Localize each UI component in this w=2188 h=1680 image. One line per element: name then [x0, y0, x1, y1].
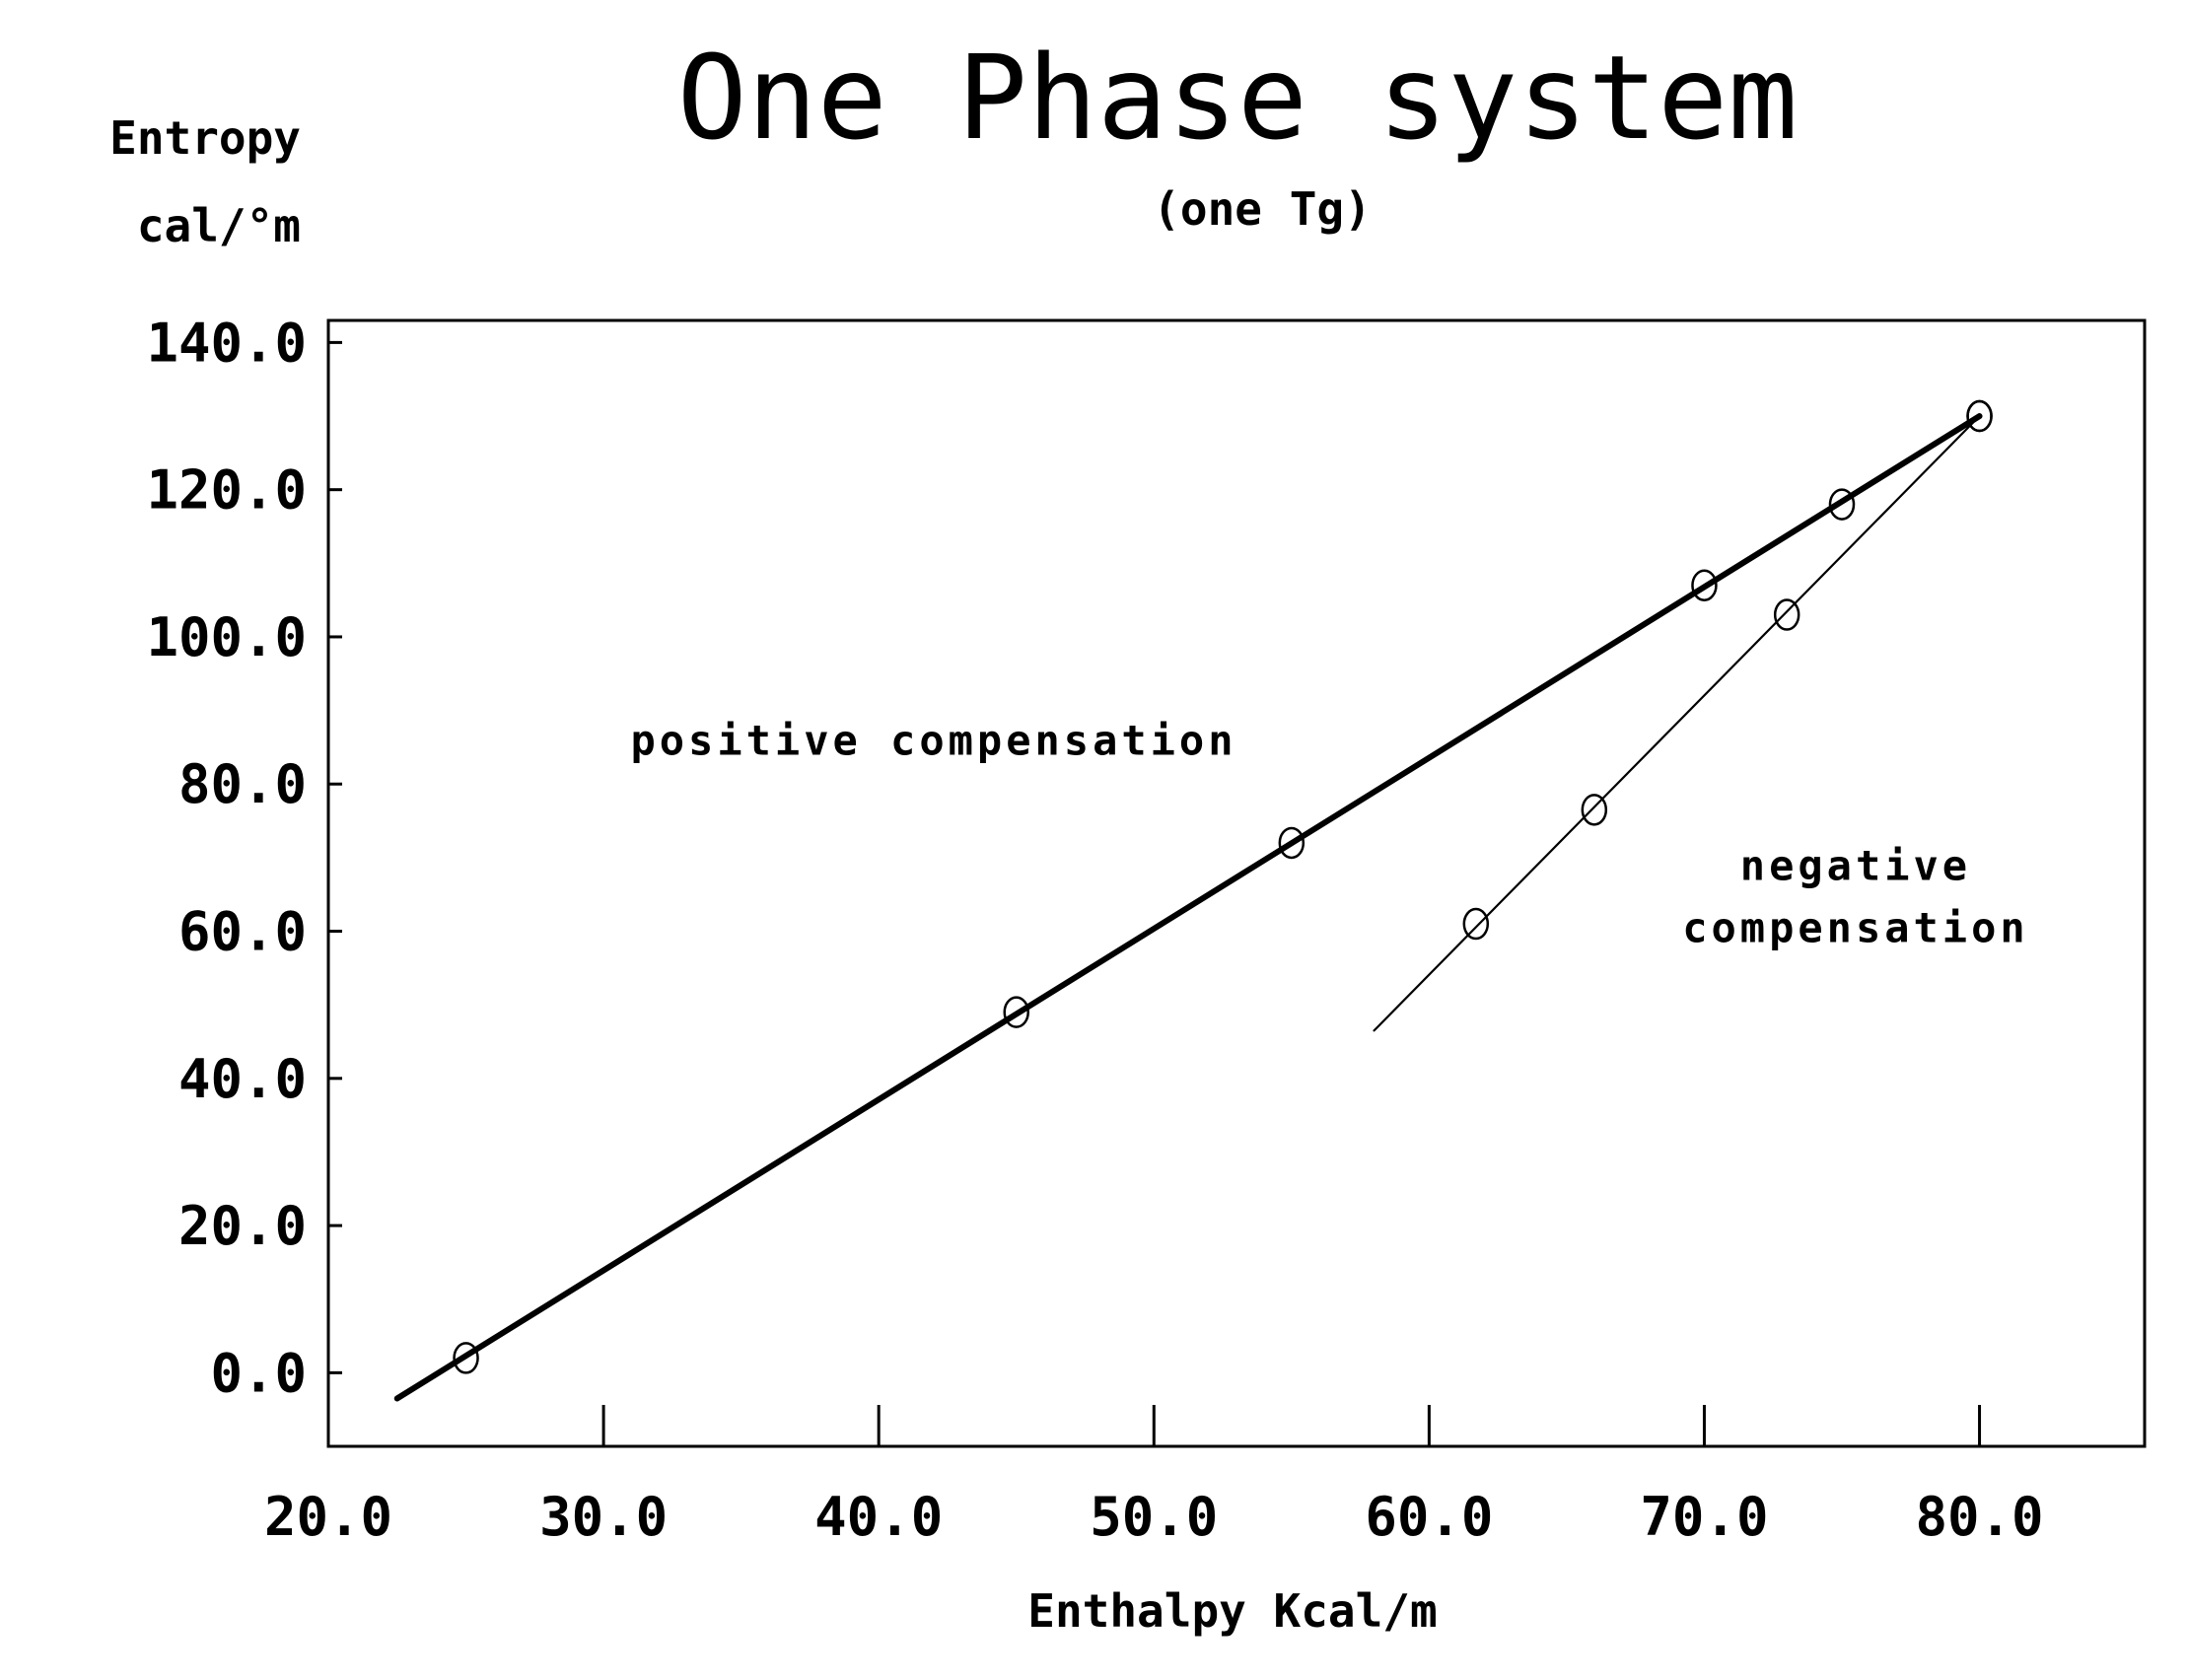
- x-tick-label: 30.0: [539, 1486, 668, 1548]
- chart-subtitle: (one Tg): [1153, 182, 1372, 236]
- x-axis: 20.0 30.0 40.0 50.0 60.0 70.0 80.0: [264, 1405, 2044, 1548]
- x-axis-title: Enthalpy Kcal/m: [1027, 1584, 1437, 1638]
- annotation-label: compensation: [1682, 904, 2028, 952]
- y-tick-label: 20.0: [178, 1195, 307, 1257]
- x-tick-label: 80.0: [1916, 1486, 2044, 1548]
- x-tick-label: 50.0: [1090, 1486, 1218, 1548]
- series-2-point: [1966, 399, 1993, 433]
- x-tick-label: 70.0: [1640, 1486, 1768, 1548]
- y-tick-label: 140.0: [146, 312, 307, 374]
- y-tick-label: 100.0: [146, 606, 307, 668]
- y-axis-title-line2: cal/°m: [137, 199, 301, 252]
- y-tick-label: 40.0: [178, 1048, 307, 1110]
- x-tick-label: 40.0: [814, 1486, 943, 1548]
- plot-frame: [326, 318, 2147, 1448]
- series-2-point: [1462, 907, 1490, 941]
- annotation-label: negative: [1740, 841, 1971, 889]
- series-1-point: [1828, 488, 1856, 521]
- y-axis: 0.0 20.0 40.0 60.0 80.0 100.0 120.0 140.0: [146, 312, 342, 1404]
- x-tick-label: 20.0: [264, 1486, 392, 1548]
- annotations: positive compensation negative compensatio…: [630, 716, 2028, 952]
- series-points: [453, 399, 1993, 1374]
- chart-title: One Phase system: [677, 30, 1799, 166]
- series-1-point: [1003, 996, 1029, 1028]
- series-1-point: [1278, 826, 1306, 860]
- x-tick-label: 60.0: [1365, 1486, 1493, 1548]
- series-1-point: [1691, 569, 1718, 601]
- series-2-point: [1581, 794, 1608, 826]
- y-tick-label: 0.0: [210, 1342, 307, 1404]
- y-axis-title-line1: Entropy: [109, 111, 301, 165]
- y-tick-label: 120.0: [146, 459, 307, 522]
- series-2-point: [1773, 598, 1800, 631]
- y-tick-label: 80.0: [178, 753, 307, 815]
- y-tick-label: 60.0: [178, 901, 307, 963]
- series-2-fit-line: [1373, 414, 1981, 1032]
- series-1-point: [453, 1342, 479, 1374]
- annotation-label: positive compensation: [630, 716, 1236, 764]
